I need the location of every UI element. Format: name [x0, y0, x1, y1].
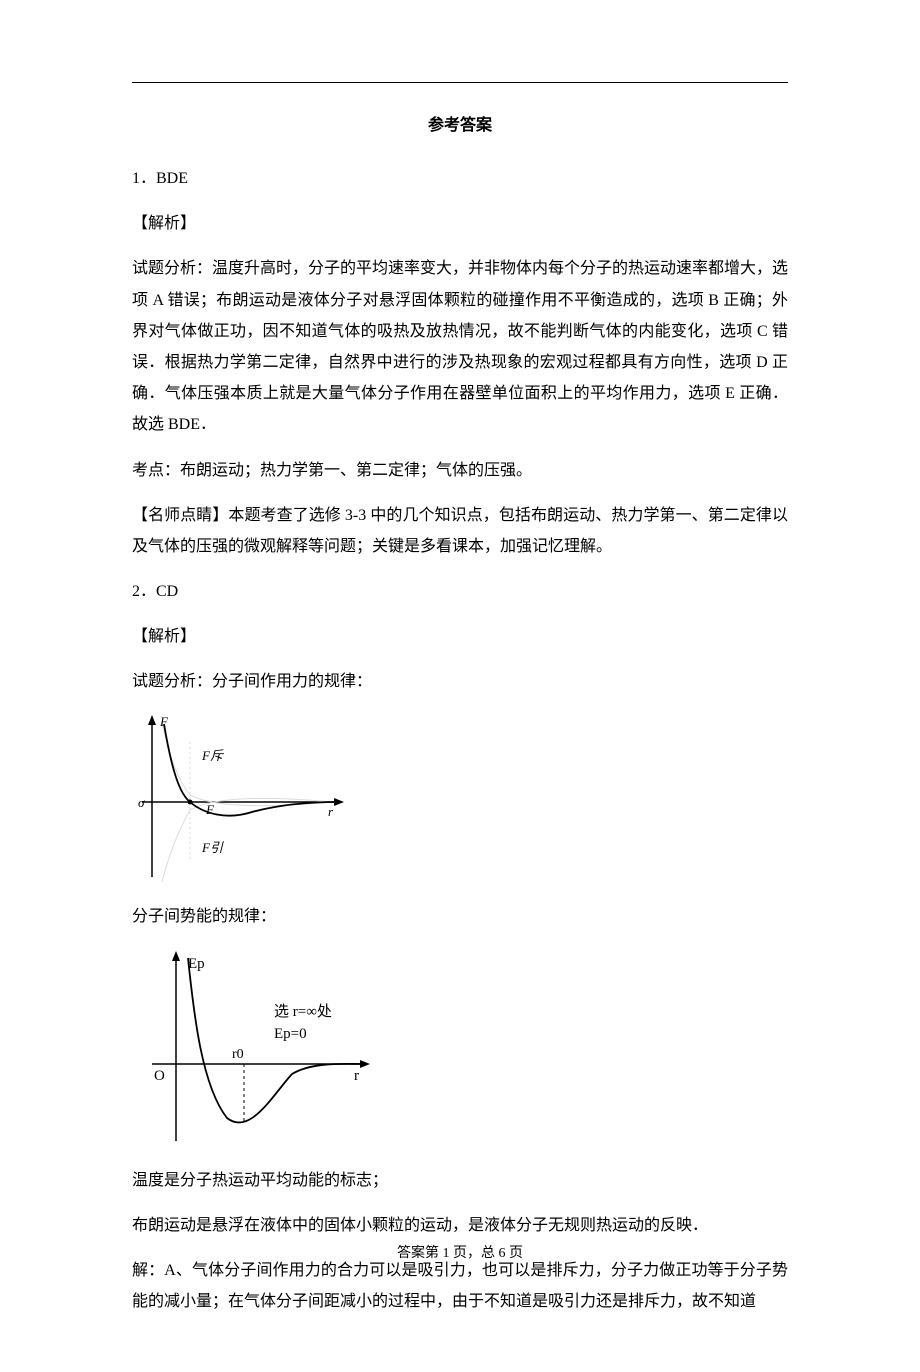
svg-text:r0: r0 [232, 1047, 244, 1062]
q1-analysis-label: 【解析】 [132, 208, 788, 239]
q1-teacher-note: 【名师点睛】本题考查了选修 3-3 中的几个知识点，包括布朗运动、热力学第一、第… [132, 500, 788, 562]
q2-intro: 试题分析：分子间作用力的规律： [132, 666, 788, 697]
svg-text:F: F [159, 714, 169, 729]
svg-text:r: r [328, 804, 334, 819]
q2-number: 2．CD [132, 576, 788, 607]
svg-text:O: O [154, 1068, 165, 1084]
page-title: 参考答案 [132, 111, 788, 135]
svg-text:σ: σ [138, 795, 145, 810]
q2-analysis-label: 【解析】 [132, 621, 788, 652]
svg-text:Ep: Ep [188, 956, 205, 972]
svg-text:F引: F引 [201, 840, 224, 855]
q1-topic: 考点：布朗运动；热力学第一、第二定律；气体的压强。 [132, 455, 788, 486]
svg-text:Ep=0: Ep=0 [274, 1026, 307, 1042]
q2-para2: 布朗运动是悬浮在液体中的固体小颗粒的运动，是液体分子无规则热运动的反映． [132, 1210, 788, 1241]
svg-text:F: F [205, 802, 215, 817]
svg-text:r: r [354, 1068, 359, 1084]
svg-text:F斥: F斥 [201, 748, 225, 763]
q1-analysis-text: 试题分析：温度升高时，分子的平均速率变大，并非物体内每个分子的热运动速率都增大，… [132, 253, 788, 440]
q2-mid-text: 分子间势能的规律： [132, 901, 788, 932]
page-footer: 答案第 1 页，总 6 页 [0, 1242, 920, 1262]
potential-energy-graph: Ep 选 r=∞处 Ep=0 r0 r O [132, 946, 788, 1151]
q2-para1: 温度是分子热运动平均动能的标志； [132, 1165, 788, 1196]
q2-para3: 解：A、气体分子间作用力的合力可以是吸引力，也可以是排斥力，分子力做正功等于分子… [132, 1255, 788, 1317]
q1-number: 1．BDE [132, 163, 788, 194]
header-divider [132, 82, 788, 83]
force-distance-graph: F F斥 σ F r F引 [132, 712, 788, 887]
svg-text:选 r=∞处: 选 r=∞处 [274, 1003, 332, 1020]
